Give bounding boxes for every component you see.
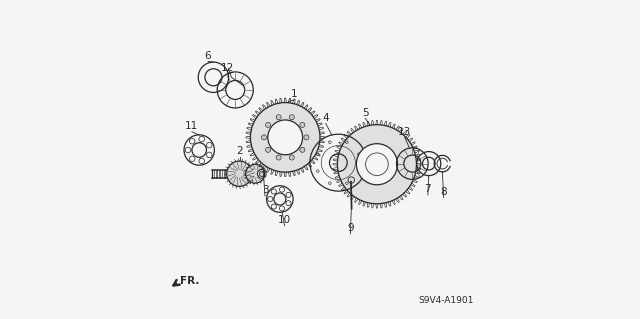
Circle shape [276,115,281,120]
Circle shape [337,125,417,204]
Text: 1: 1 [291,89,298,99]
Circle shape [262,135,266,140]
Text: 11: 11 [186,121,198,131]
Text: 8: 8 [440,187,447,197]
Text: 2: 2 [236,146,243,156]
Circle shape [266,122,271,128]
Text: 13: 13 [398,127,412,137]
Circle shape [246,164,265,183]
Text: 5: 5 [362,108,369,118]
Text: 10: 10 [278,215,291,225]
Text: FR.: FR. [180,276,200,286]
Circle shape [289,115,294,120]
Circle shape [276,155,281,160]
Text: 12: 12 [221,63,234,73]
Text: 3: 3 [262,185,268,195]
Text: 7: 7 [424,184,431,194]
Text: 6: 6 [205,51,211,61]
Text: S9V4-A1901: S9V4-A1901 [419,296,474,305]
Text: 9: 9 [347,223,354,233]
Circle shape [266,147,271,152]
Circle shape [300,147,305,152]
Circle shape [356,144,397,185]
Circle shape [268,120,303,155]
Text: 4: 4 [323,113,329,123]
Circle shape [289,155,294,160]
Circle shape [300,122,305,128]
Circle shape [250,103,320,172]
Circle shape [227,161,252,186]
Circle shape [304,135,309,140]
